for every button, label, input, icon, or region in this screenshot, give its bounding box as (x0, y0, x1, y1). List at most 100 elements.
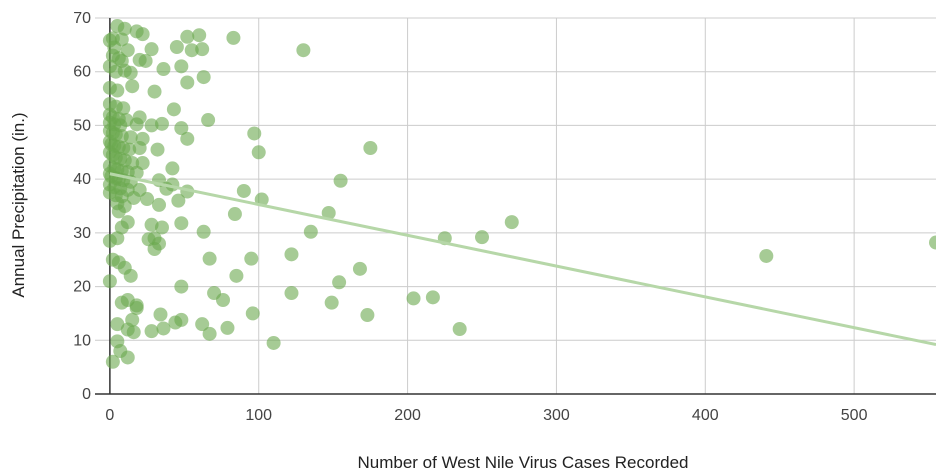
data-point (123, 268, 138, 283)
grid-lines (95, 17, 936, 394)
data-point (123, 130, 138, 145)
data-point (174, 121, 189, 136)
data-point (296, 43, 311, 58)
data-point (147, 241, 162, 256)
data-point (105, 354, 120, 369)
x-tick-label: 100 (245, 407, 272, 424)
data-point (154, 220, 169, 235)
x-tick-label: 200 (394, 407, 421, 424)
data-point (245, 306, 260, 321)
data-point (452, 322, 467, 337)
data-point (156, 62, 171, 77)
x-tick-label: 500 (841, 407, 868, 424)
data-point (154, 116, 169, 131)
data-point (144, 324, 159, 339)
data-point (201, 113, 216, 128)
data-point (169, 40, 184, 55)
data-point (174, 59, 189, 74)
data-point (171, 193, 186, 208)
data-point (102, 274, 117, 289)
data-point (180, 131, 195, 146)
data-point (759, 248, 774, 263)
data-point (929, 235, 936, 250)
data-point (220, 320, 235, 335)
data-point (123, 65, 138, 80)
data-point (150, 142, 165, 157)
data-point (196, 224, 211, 239)
data-point (425, 290, 440, 305)
data-point (147, 84, 162, 99)
data-point (102, 233, 117, 248)
data-point (153, 307, 168, 322)
x-tick-label: 300 (543, 407, 570, 424)
data-point (303, 224, 318, 239)
data-point (110, 317, 125, 332)
data-point (195, 317, 210, 332)
data-point (192, 28, 207, 43)
data-point (324, 295, 339, 310)
data-point (226, 30, 241, 45)
data-point (352, 261, 367, 276)
data-point (202, 326, 217, 341)
data-point (229, 268, 244, 283)
data-point (504, 215, 519, 230)
y-tick-label: 40 (73, 171, 91, 188)
data-point (247, 126, 262, 141)
data-point (165, 161, 180, 176)
y-tick-label: 0 (82, 386, 91, 403)
data-point (321, 205, 336, 220)
data-point (120, 350, 135, 365)
data-point (284, 286, 299, 301)
data-point (166, 102, 181, 117)
data-point (129, 301, 144, 316)
data-point (140, 192, 155, 207)
data-point (363, 140, 378, 155)
data-point (333, 173, 348, 188)
tick-labels: 0 10 20 30 40 50 60 70 0 100 200 300 400 500 (73, 10, 867, 424)
axes (95, 18, 936, 395)
data-point (184, 43, 199, 58)
data-point (202, 251, 217, 266)
data-point (174, 216, 189, 231)
data-point (126, 190, 141, 205)
data-point (284, 247, 299, 262)
y-tick-label: 50 (73, 117, 91, 134)
data-point (251, 145, 266, 160)
y-tick-label: 60 (73, 64, 91, 81)
data-point (180, 75, 195, 90)
data-point (406, 291, 421, 306)
data-point (196, 70, 211, 85)
data-point (138, 53, 153, 68)
y-tick-label: 70 (73, 10, 91, 27)
data-point (156, 321, 171, 336)
data-point (114, 220, 129, 235)
data-point (125, 79, 140, 94)
data-point (110, 83, 125, 98)
data-point (132, 140, 147, 155)
data-point (122, 142, 137, 157)
data-point (152, 197, 167, 212)
data-point (129, 117, 144, 132)
data-point (144, 118, 159, 133)
data-point (195, 42, 210, 57)
data-point (126, 325, 141, 340)
data-point (111, 204, 126, 219)
y-tick-label: 10 (73, 332, 91, 349)
data-point (117, 21, 132, 36)
data-point (116, 101, 131, 116)
data-point (332, 275, 347, 290)
data-point (174, 279, 189, 294)
data-point (360, 308, 375, 323)
x-axis-title: Number of West Nile Virus Cases Recorded (357, 453, 688, 472)
data-point (244, 251, 259, 266)
data-point (266, 335, 281, 350)
trendline-layer (109, 172, 936, 347)
y-tick-label: 30 (73, 225, 91, 242)
data-point (168, 315, 183, 330)
data-point (216, 293, 231, 307)
x-tick-label: 0 (105, 407, 114, 424)
data-point (120, 293, 135, 307)
data-point (135, 27, 150, 42)
data-point (180, 29, 195, 44)
